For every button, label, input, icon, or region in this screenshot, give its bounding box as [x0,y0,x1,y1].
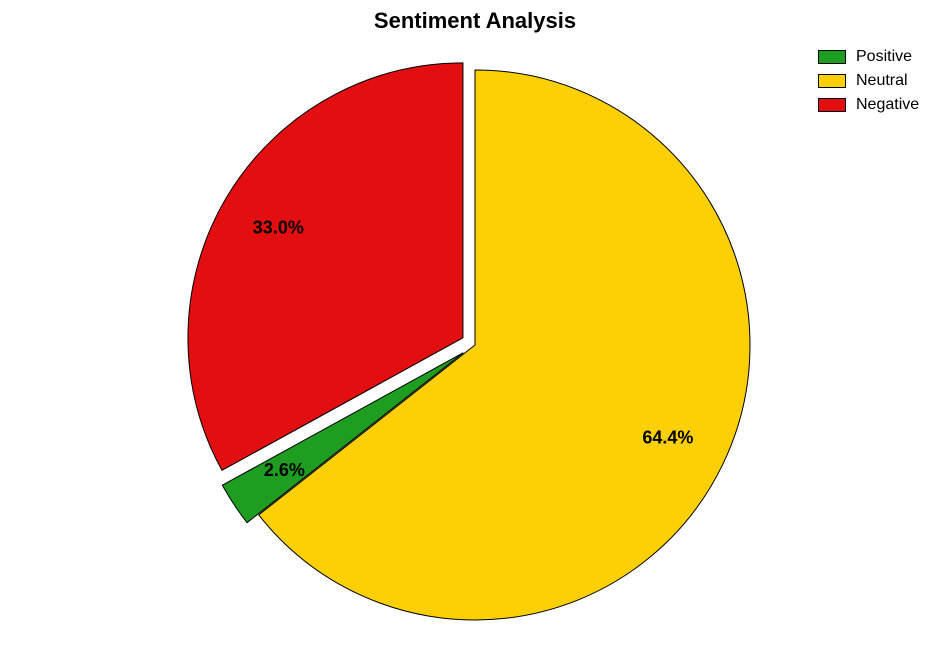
legend-item-negative: Negative [818,96,919,114]
legend-label-positive: Positive [856,48,912,66]
legend-label-negative: Negative [856,96,919,114]
pie-slice-label-neutral: 64.4% [642,428,693,448]
pie-chart: 33.0% 2.6% 64.4% [0,0,950,662]
legend-swatch-negative [818,98,846,112]
chart-container: Sentiment Analysis 33.0%2.6%64.4% Positi… [0,0,950,662]
legend-swatch-positive [818,50,846,64]
legend: Positive Neutral Negative [818,48,919,120]
legend-swatch-neutral [818,74,846,88]
legend-item-neutral: Neutral [818,72,919,90]
pie-slice-label-positive: 2.6% [264,460,305,480]
pie-slice-label-negative: 33.0% [253,217,304,237]
legend-label-neutral: Neutral [856,72,908,90]
legend-item-positive: Positive [818,48,919,66]
